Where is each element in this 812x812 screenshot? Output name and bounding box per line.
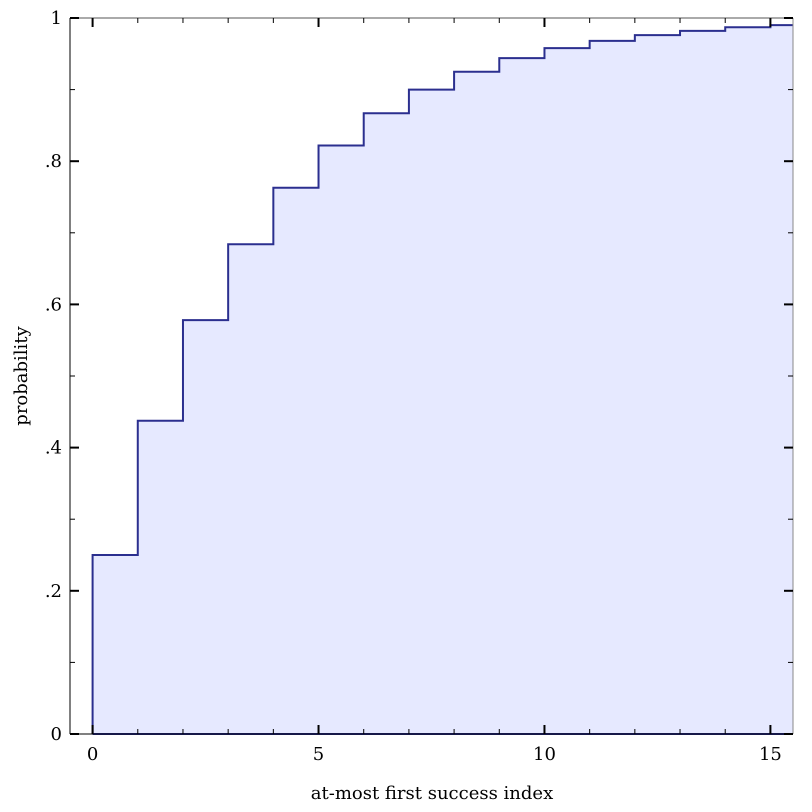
x-tick-label: 0 [87,744,98,765]
y-tick-label: .4 [45,438,62,459]
x-axis-label: at-most first success index [311,783,553,804]
cdf-step-line [91,24,793,734]
x-tick-label: 15 [759,744,782,765]
y-tick-label: 0 [51,724,62,745]
tick-marks [70,17,793,735]
y-tick-label: .6 [45,294,62,315]
y-axis-label: probability [11,325,32,425]
area-layer [91,24,794,735]
y-tick-label: .8 [45,151,62,172]
y-tick-label: .2 [45,581,62,602]
x-tick-label: 10 [533,744,556,765]
x-tick-labels: 0 5 10 15 [87,744,782,765]
cdf-area-fill [92,25,794,735]
y-tick-labels: 0 .2 .4 .6 .8 1 [45,8,62,745]
x-tick-label: 5 [313,744,324,765]
y-tick-label: 1 [51,8,62,29]
